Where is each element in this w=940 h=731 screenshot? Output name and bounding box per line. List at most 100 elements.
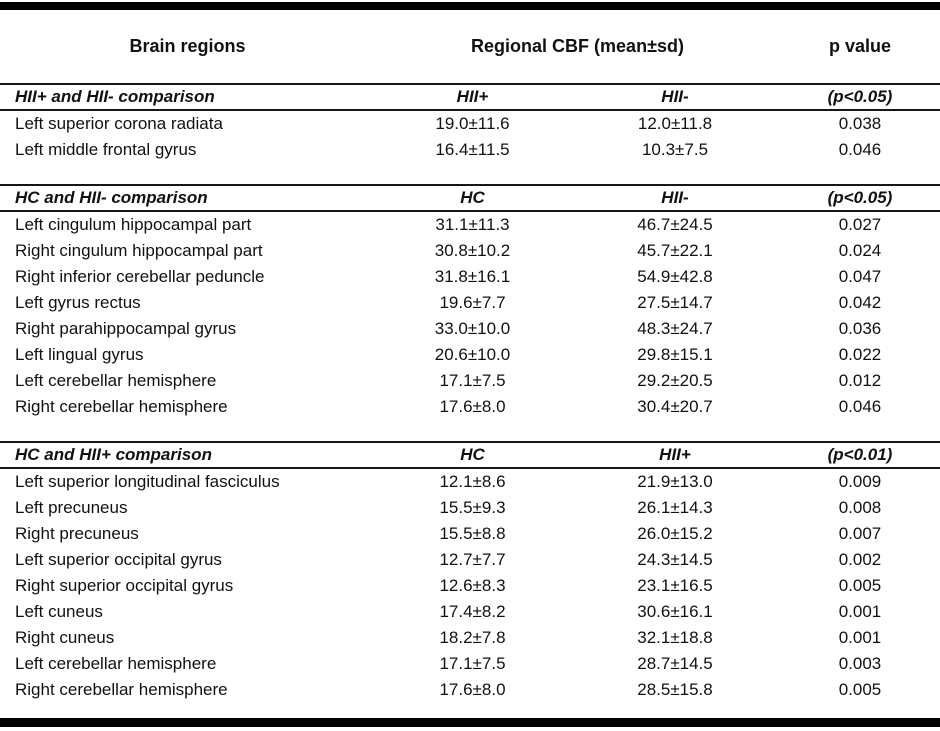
col-header-p-value: p value [780, 10, 940, 85]
cbf-group1-cell: 15.5±8.8 [439, 524, 506, 543]
region-cell: Right cerebellar hemisphere [15, 680, 228, 699]
p-value-cell: 0.022 [838, 345, 882, 364]
region-cell: Left cerebellar hemisphere [15, 654, 217, 673]
section-p-threshold: (p<0.05) [780, 185, 940, 212]
section-gap-row [0, 420, 940, 443]
table-row: Left cerebellar hemisphere 17.1±7.5 29.2… [0, 368, 940, 394]
p-value-cell: 0.002 [838, 550, 882, 569]
region-cell: Left superior corona radiata [15, 114, 223, 133]
section-group2-label: HII- [570, 185, 780, 212]
cbf-group2-cell: 24.3±14.5 [637, 550, 713, 569]
p-value-cell: 0.005 [838, 680, 882, 699]
region-cell: Left lingual gyrus [15, 345, 144, 364]
p-value-cell: 0.003 [838, 654, 882, 673]
table-row: Right cerebellar hemisphere 17.6±8.0 30.… [0, 394, 940, 420]
cbf-group1-cell: 30.8±10.2 [434, 241, 511, 260]
table-row: Left middle frontal gyrus 16.4±11.5 10.3… [0, 137, 940, 163]
cbf-group2-cell: 29.8±15.1 [637, 345, 713, 364]
p-value-cell: 0.042 [838, 293, 882, 312]
table-row: Left cerebellar hemisphere 17.1±7.5 28.7… [0, 651, 940, 677]
region-cell: Left middle frontal gyrus [15, 140, 197, 159]
p-value-cell: 0.027 [838, 215, 882, 234]
p-value-cell: 0.047 [838, 267, 882, 286]
gap-cell [0, 420, 940, 443]
section-group1-label: HII+ [375, 84, 570, 111]
p-value-cell: 0.012 [838, 371, 882, 390]
cbf-group1-cell: 19.6±7.7 [439, 293, 506, 312]
region-cell: Right cerebellar hemisphere [15, 397, 228, 416]
p-value-cell: 0.038 [838, 114, 882, 133]
col-header-regional-cbf: Regional CBF (mean±sd) [375, 10, 780, 85]
cbf-group1-cell: 15.5±9.3 [439, 498, 506, 517]
p-value-cell: 0.008 [838, 498, 882, 517]
section-title: HII+ and HII- comparison [0, 84, 375, 111]
table-row: Right inferior cerebellar peduncle 31.8±… [0, 264, 940, 290]
table-row: Left cingulum hippocampal part 31.1±11.3… [0, 211, 940, 238]
cbf-group1-cell: 17.6±8.0 [439, 397, 506, 416]
cbf-group1-cell: 19.0±11.6 [435, 114, 510, 133]
bottom-rule [0, 718, 940, 727]
section-gap-row [0, 163, 940, 186]
p-value-cell: 0.001 [838, 628, 882, 647]
section-title: HC and HII- comparison [0, 185, 375, 212]
section-group1-label: HC [375, 442, 570, 469]
cbf-group1-cell: 20.6±10.0 [434, 345, 511, 364]
cbf-group1-cell: 16.4±11.5 [435, 140, 510, 159]
table-body: HII+ and HII- comparison HII+ HII- (p<0.… [0, 84, 940, 703]
cbf-group1-cell: 18.2±7.8 [439, 628, 506, 647]
table-row: Right cuneus 18.2±7.8 32.1±18.8 0.001 [0, 625, 940, 651]
p-value-cell: 0.005 [838, 576, 882, 595]
table-row: Right cerebellar hemisphere 17.6±8.0 28.… [0, 677, 940, 703]
region-cell: Right cuneus [15, 628, 115, 647]
section-p-threshold: (p<0.05) [780, 84, 940, 111]
region-cell: Right parahippocampal gyrus [15, 319, 237, 338]
table-row: Right precuneus 15.5±8.8 26.0±15.2 0.007 [0, 521, 940, 547]
table-row: Right superior occipital gyrus 12.6±8.3 … [0, 573, 940, 599]
cbf-group2-cell: 48.3±24.7 [637, 319, 713, 338]
table-row: Left superior occipital gyrus 12.7±7.7 2… [0, 547, 940, 573]
cbf-group2-cell: 30.6±16.1 [637, 602, 713, 621]
section-header-row: HII+ and HII- comparison HII+ HII- (p<0.… [0, 84, 940, 111]
p-value-cell: 0.024 [838, 241, 882, 260]
region-cell: Left cuneus [15, 602, 103, 621]
cbf-group2-cell: 30.4±20.7 [637, 397, 713, 416]
region-cell: Right inferior cerebellar peduncle [15, 267, 265, 286]
region-cell: Right superior occipital gyrus [15, 576, 234, 595]
region-cell: Left gyrus rectus [15, 293, 141, 312]
cbf-group2-cell: 28.7±14.5 [637, 654, 713, 673]
p-value-cell: 0.009 [838, 472, 882, 491]
cbf-group2-cell: 26.0±15.2 [637, 524, 713, 543]
cbf-group1-cell: 17.4±8.2 [439, 602, 506, 621]
section-header-row: HC and HII- comparison HC HII- (p<0.05) [0, 185, 940, 212]
p-value-cell: 0.046 [838, 397, 882, 416]
col-header-brain-regions: Brain regions [0, 10, 375, 85]
table-row: Left lingual gyrus 20.6±10.0 29.8±15.1 0… [0, 342, 940, 368]
cbf-group1-cell: 12.1±8.6 [439, 472, 506, 491]
cbf-group2-cell: 23.1±16.5 [637, 576, 713, 595]
table-row: Right cingulum hippocampal part 30.8±10.… [0, 238, 940, 264]
cbf-group2-cell: 26.1±14.3 [637, 498, 713, 517]
p-value-cell: 0.001 [838, 602, 882, 621]
cbf-group1-cell: 33.0±10.0 [434, 319, 511, 338]
cbf-group2-cell: 54.9±42.8 [637, 267, 713, 286]
region-cell: Right precuneus [15, 524, 139, 543]
cbf-group2-cell: 10.3±7.5 [641, 140, 709, 159]
cbf-group2-cell: 28.5±15.8 [637, 680, 713, 699]
table-row: Left gyrus rectus 19.6±7.7 27.5±14.7 0.0… [0, 290, 940, 316]
cbf-group1-cell: 17.1±7.5 [439, 371, 506, 390]
section-p-threshold: (p<0.01) [780, 442, 940, 469]
cbf-group2-cell: 21.9±13.0 [637, 472, 713, 491]
table-row: Left precuneus 15.5±9.3 26.1±14.3 0.008 [0, 495, 940, 521]
cbf-group1-cell: 31.8±16.1 [434, 267, 511, 286]
cbf-group2-cell: 45.7±22.1 [637, 241, 713, 260]
cbf-group2-cell: 29.2±20.5 [637, 371, 713, 390]
cbf-group1-cell: 17.6±8.0 [439, 680, 506, 699]
cbf-table: Brain regions Regional CBF (mean±sd) p v… [0, 10, 940, 703]
table-title-row: Brain regions Regional CBF (mean±sd) p v… [0, 10, 940, 85]
p-value-cell: 0.046 [838, 140, 882, 159]
section-group2-label: HII+ [570, 442, 780, 469]
region-cell: Left cingulum hippocampal part [15, 215, 252, 234]
cbf-group1-cell: 12.7±7.7 [439, 550, 506, 569]
region-cell: Right cingulum hippocampal part [15, 241, 263, 260]
